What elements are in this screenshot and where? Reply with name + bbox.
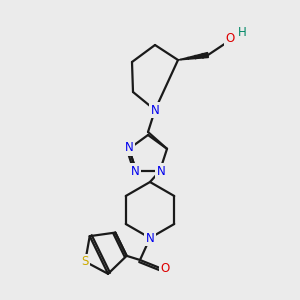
Text: N: N [131,165,140,178]
Polygon shape [178,52,208,60]
Text: N: N [146,232,154,244]
Text: O: O [160,262,169,275]
Text: N: N [124,141,134,154]
Text: S: S [82,255,89,268]
Text: H: H [238,26,246,40]
Text: O: O [225,32,235,46]
Text: N: N [156,165,165,178]
Text: N: N [151,103,159,116]
